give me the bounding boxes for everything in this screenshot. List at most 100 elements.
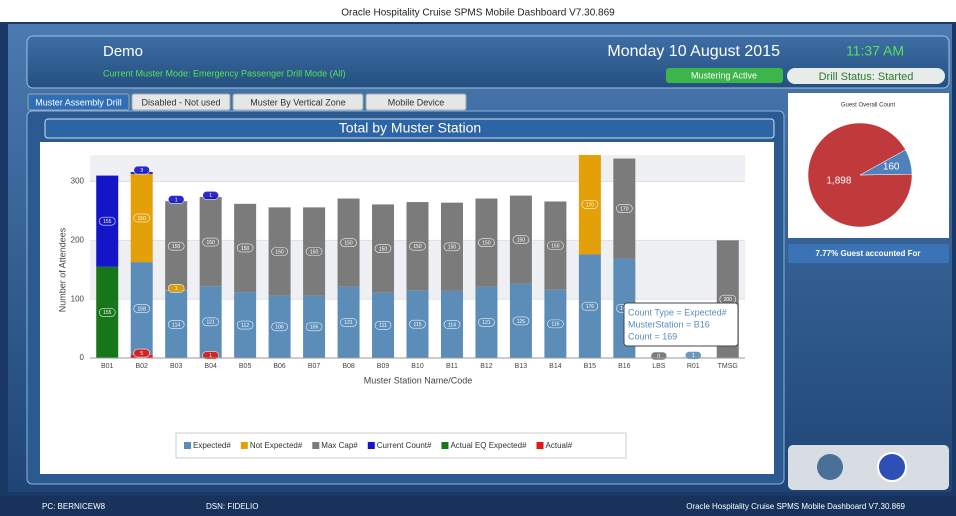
drill-status: Drill Status: Started: [819, 71, 914, 83]
data-label: 1: [209, 193, 212, 199]
y-tick-label: 200: [71, 235, 85, 244]
x-tick-label: B13: [515, 363, 528, 370]
legend-label: Current Count#: [377, 441, 432, 450]
y-axis-title: Number of Attendees: [57, 227, 67, 312]
status-version: Oracle Hospitality Cruise SPMS Mobile Da…: [686, 502, 905, 511]
data-label-pill: [409, 319, 426, 329]
data-label: 5: [140, 351, 143, 357]
data-label: 1: [209, 353, 212, 359]
y-tick-label: 300: [71, 177, 85, 186]
x-tick-label: B05: [239, 363, 252, 370]
data-label-pill: [133, 304, 151, 313]
data-label: 111: [379, 323, 387, 329]
data-label-pill: [133, 348, 151, 358]
accounted-text: 7.77% Guest accounted For: [816, 249, 921, 258]
x-tick-label: B11: [446, 363, 458, 370]
data-label: 150: [206, 240, 215, 246]
tab[interactable]: [232, 93, 364, 111]
grid-band: [90, 155, 745, 182]
pie-label: 1,898: [826, 175, 851, 186]
header-date: Monday 10 August 2015: [607, 43, 780, 60]
data-label: 106: [275, 325, 284, 331]
pie-chart: 1,898 160: [807, 122, 913, 228]
legend-label: Expected#: [193, 441, 231, 450]
legend-swatch: [184, 442, 191, 449]
data-label: 170: [620, 206, 629, 212]
legend-label: Not Expected#: [250, 441, 303, 450]
tab-label[interactable]: Muster Assembly Drill: [35, 97, 122, 107]
x-tick-label: LBS: [652, 363, 666, 370]
status-bar: [0, 496, 956, 516]
data-label-pill: [478, 318, 495, 327]
tooltip: Count Type = Expected# MusterStation = B1…: [623, 302, 739, 347]
pie-title: Guest Overall Count: [841, 103, 896, 109]
tooltip-box: [623, 302, 739, 347]
legend-swatch: [441, 442, 449, 449]
tab[interactable]: [27, 93, 130, 111]
drill-status-badge: [787, 68, 945, 84]
data-label-pill: [202, 351, 219, 360]
header-time: 11:37 AM: [846, 43, 904, 59]
data-label: 176: [586, 304, 595, 310]
data-label-pill: [305, 322, 323, 332]
x-tick-label: B04: [204, 363, 217, 370]
x-tick-label: TMSG: [718, 363, 738, 370]
data-label: 150: [448, 245, 457, 251]
window-title: Oracle Hospitality Cruise SPMS Mobile Da…: [341, 8, 615, 19]
x-tick-label: R01: [687, 363, 700, 370]
data-label: 155: [103, 219, 112, 225]
legend: Expected# Not Expected# Max Cap# Current Co…: [184, 441, 573, 450]
data-label: 115: [414, 322, 422, 328]
header-name: Demo: [103, 43, 143, 60]
pie-label: 160: [883, 161, 900, 172]
data-label: 150: [482, 241, 491, 247]
data-label-pill: [512, 316, 530, 326]
x-tick-label: B12: [480, 363, 493, 370]
tab-label[interactable]: Disabled - Not used: [141, 97, 220, 107]
data-label: 1: [692, 353, 695, 359]
data-label: 126: [517, 319, 526, 325]
y-tick-label: 0: [80, 353, 85, 362]
x-tick-label: B14: [549, 363, 562, 370]
data-label-pill: [684, 351, 702, 360]
x-tick-label: B08: [342, 363, 355, 370]
data-label-pill: [581, 301, 599, 311]
tab[interactable]: [131, 93, 231, 111]
data-label: 116: [551, 322, 559, 328]
data-label: 150: [241, 246, 250, 252]
tab-label[interactable]: Muster By Vertical Zone: [250, 97, 346, 107]
x-tick-label: B16: [618, 363, 631, 370]
data-label-pill: [271, 322, 288, 332]
data-label-pill: [340, 238, 357, 247]
data-label: 170: [586, 202, 595, 208]
data-label-pill: [202, 191, 219, 200]
data-label: 3: [140, 168, 143, 174]
data-label-pill: [167, 284, 185, 293]
x-tick-label: B15: [584, 363, 597, 370]
data-label-pill: [271, 247, 288, 256]
data-label-pill: [98, 216, 116, 226]
chart-title-bar: [44, 118, 775, 139]
legend-label: Max Cap#: [321, 441, 358, 450]
icon-panel: [788, 445, 949, 490]
tools-icon[interactable]: [877, 452, 907, 482]
pie-slice: [859, 149, 913, 176]
status-dsn: DSN: FIDELIO: [206, 502, 258, 511]
data-label: 121: [482, 320, 491, 326]
data-label: 121: [344, 320, 353, 326]
data-label-pill: [409, 241, 426, 251]
data-label-pill: [374, 244, 392, 253]
data-label-pill: [512, 235, 530, 245]
data-label-pill: [236, 243, 254, 253]
accounted-bar: [788, 244, 949, 263]
muster-mode: Current Muster Mode: Emergency Passenger…: [103, 68, 346, 78]
data-label: 155: [103, 310, 112, 316]
data-label: 150: [551, 243, 560, 249]
data-label-pill: [478, 238, 495, 247]
tab-label[interactable]: Mobile Device: [388, 97, 445, 107]
data-label-pill: [547, 241, 564, 250]
mustering-badge: [666, 68, 783, 83]
plot: 0100200300B01155155B0251581503B031141150…: [71, 155, 745, 370]
search-icon[interactable]: [817, 454, 843, 480]
tab[interactable]: [365, 93, 467, 111]
